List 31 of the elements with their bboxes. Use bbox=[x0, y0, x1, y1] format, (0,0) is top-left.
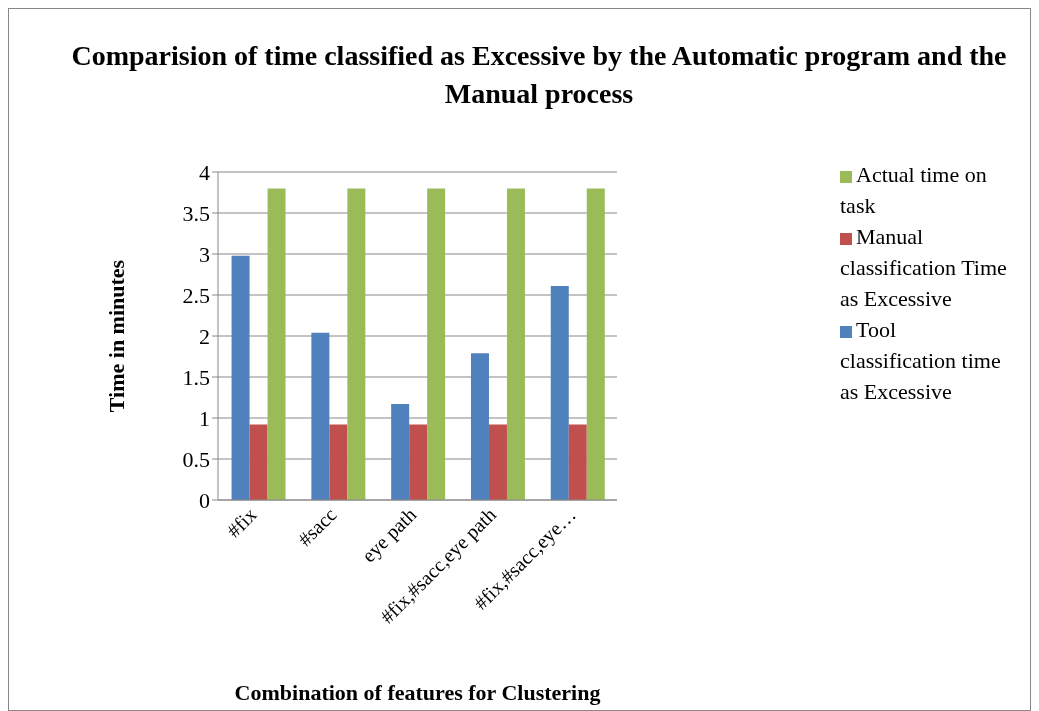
bar bbox=[329, 424, 348, 500]
bar bbox=[568, 424, 587, 500]
bar bbox=[409, 424, 428, 500]
y-tick-label: 2.5 bbox=[182, 282, 210, 308]
bar bbox=[267, 188, 286, 500]
legend-label: Manual classification Time as Excessive bbox=[840, 224, 1007, 311]
y-tick-label: 4 bbox=[199, 159, 210, 185]
bar bbox=[470, 353, 489, 500]
y-axis-title: Time in minutes bbox=[103, 259, 129, 413]
bar bbox=[550, 285, 569, 500]
bar bbox=[391, 404, 410, 500]
y-tick-label: 0.5 bbox=[182, 446, 210, 472]
bar bbox=[231, 255, 250, 500]
y-tick-label: 1.5 bbox=[182, 364, 210, 390]
bar bbox=[249, 424, 268, 500]
legend-label: Actual time on task bbox=[840, 162, 987, 218]
chart-title: Comparision of time classified as Excessive by the Automatic program and the Manual process bbox=[70, 39, 1008, 111]
bar bbox=[488, 424, 507, 500]
bar bbox=[427, 188, 446, 500]
x-axis-title: Combination of features for Clustering bbox=[234, 680, 601, 705]
y-tick-label: 3 bbox=[199, 241, 210, 267]
legend-label: Tool classification time as Excessive bbox=[840, 317, 1001, 404]
y-tick-label: 3.5 bbox=[182, 200, 210, 226]
bar bbox=[311, 332, 330, 500]
y-tick-label: 1 bbox=[199, 405, 210, 431]
bar bbox=[506, 188, 525, 500]
y-tick-label: 0 bbox=[199, 487, 210, 513]
bar bbox=[347, 188, 366, 500]
y-tick-label: 2 bbox=[199, 323, 210, 349]
bar bbox=[586, 188, 605, 500]
x-tick-label: #fix bbox=[222, 503, 261, 542]
